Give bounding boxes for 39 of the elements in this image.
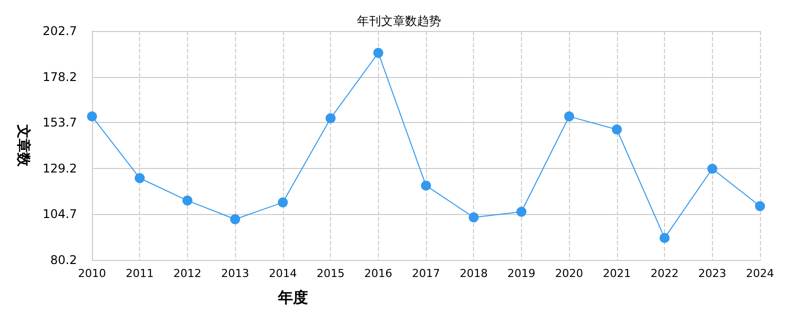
point xyxy=(755,201,765,212)
x-tick-label: 2018 xyxy=(460,267,488,280)
y-tick-label: 104.7 xyxy=(42,207,77,222)
chart-title: 年刊文章数趋势 xyxy=(357,14,441,28)
x-tick-label: 2023 xyxy=(698,267,726,280)
x-tick-label: 2012 xyxy=(173,267,202,280)
y-tick-label: 129.2 xyxy=(42,161,77,176)
x-tick-label: 2020 xyxy=(555,267,584,280)
x-tick-label: 2024 xyxy=(746,267,774,280)
x-axis-title: 年度 xyxy=(277,288,308,306)
point xyxy=(660,232,670,243)
point xyxy=(421,180,431,191)
y-tick-label: 202.7 xyxy=(42,24,77,38)
point xyxy=(373,48,384,58)
y-tick-label: 80.2 xyxy=(50,253,77,267)
point xyxy=(278,197,288,208)
x-tick-label: 2016 xyxy=(364,267,392,280)
point xyxy=(182,196,192,206)
x-tick-label: 2022 xyxy=(650,267,679,280)
point xyxy=(516,206,526,217)
x-tick-label: 2014 xyxy=(268,267,297,280)
point xyxy=(707,164,718,174)
point xyxy=(87,111,97,122)
y-tick-label: 153.7 xyxy=(42,116,77,130)
y-axis-title: 文章数 xyxy=(15,124,32,168)
point xyxy=(134,173,145,184)
x-tick-label: 2013 xyxy=(221,267,250,280)
point xyxy=(468,212,479,222)
x-tick-label: 2017 xyxy=(412,267,440,280)
x-tick-label: 2011 xyxy=(126,267,154,280)
point xyxy=(326,113,336,124)
y-tick-label: 178.2 xyxy=(42,70,77,84)
point xyxy=(564,111,574,122)
x-tick-label: 2021 xyxy=(602,267,631,280)
point xyxy=(230,214,240,224)
x-tick-label: 2019 xyxy=(507,267,536,280)
point xyxy=(612,124,622,135)
x-tick-label: 2015 xyxy=(316,267,345,280)
x-tick-label: 2010 xyxy=(78,267,106,280)
